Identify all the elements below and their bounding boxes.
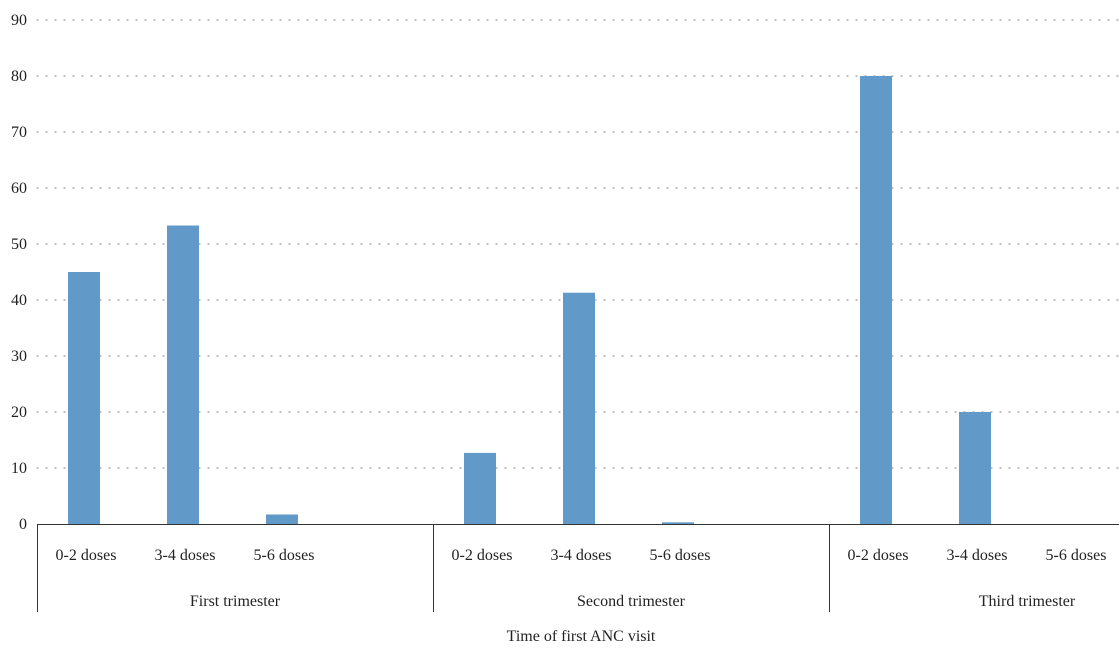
y-tick-label: 0	[19, 516, 27, 533]
category-labels: 0-2 doses 3-4 doses 5-6 doses 0-2 doses 3-4 …	[56, 547, 1107, 564]
category-label: 0-2 doses	[56, 547, 117, 564]
category-label: 5-6 doses	[1046, 547, 1107, 564]
y-tick-label: 20	[11, 404, 27, 421]
x-axis	[37, 524, 1119, 612]
category-label: 3-4 doses	[551, 547, 612, 564]
group-label: First trimester	[190, 593, 281, 610]
y-tick-label: 30	[11, 348, 27, 365]
bar	[662, 522, 694, 524]
bar	[266, 514, 298, 524]
group-labels: First trimester Second trimester Third tri…	[190, 593, 1076, 610]
y-tick-label: 70	[11, 124, 27, 141]
bar	[860, 76, 892, 524]
category-label: 3-4 doses	[155, 547, 216, 564]
y-tick-label: 50	[11, 236, 27, 253]
category-label: 0-2 doses	[452, 547, 513, 564]
bar	[68, 272, 100, 524]
bar	[464, 452, 496, 524]
bar	[167, 225, 199, 524]
category-label: 5-6 doses	[650, 547, 711, 564]
x-axis-title: Time of first ANC visit	[507, 628, 656, 645]
group-label: Third trimester	[979, 593, 1076, 610]
y-tick-label: 10	[11, 460, 27, 477]
category-label: 3-4 doses	[947, 547, 1008, 564]
bars	[68, 76, 991, 524]
group-label: Second trimester	[577, 593, 686, 610]
y-tick-label: 60	[11, 180, 27, 197]
y-tick-label: 80	[11, 68, 27, 85]
y-tick-label: 40	[11, 292, 27, 309]
y-axis-ticks: 0 10 20 30 40 50 60 70 80 90	[11, 12, 27, 533]
bar	[563, 292, 595, 524]
y-tick-label: 90	[11, 12, 27, 29]
category-label: 0-2 doses	[848, 547, 909, 564]
category-label: 5-6 doses	[254, 547, 315, 564]
bar	[959, 412, 991, 524]
